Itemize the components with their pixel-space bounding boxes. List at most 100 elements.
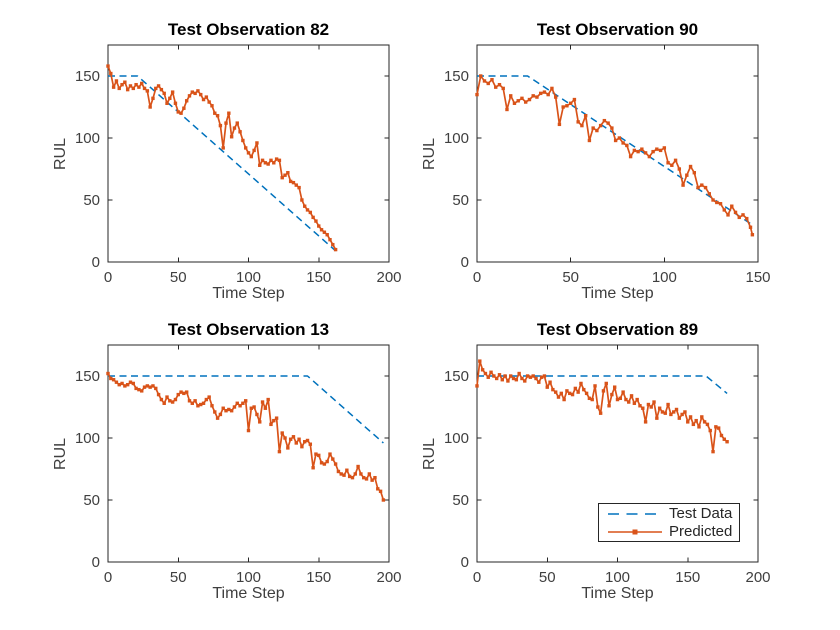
data-point-marker [331, 457, 335, 461]
data-point-marker [229, 135, 234, 139]
data-point-marker [184, 99, 189, 103]
data-point-marker [505, 107, 509, 112]
data-point-marker [218, 412, 223, 417]
data-point-marker [520, 376, 524, 381]
x-tick-label: 150 [306, 269, 331, 286]
subplot-test-observation-89: 0 50 100 150 200 0 50 100 150 [444, 344, 771, 586]
y-tick-label: 0 [461, 254, 469, 271]
data-point-marker [258, 420, 262, 424]
data-point-marker [142, 385, 147, 389]
data-point-marker [255, 141, 259, 145]
y-axis-label: RUL [52, 137, 69, 171]
data-point-marker [677, 416, 682, 420]
data-point-marker [692, 171, 697, 175]
data-point-marker [128, 84, 133, 88]
data-point-marker [486, 375, 490, 379]
data-point-marker [356, 464, 360, 469]
data-point-marker [148, 385, 152, 389]
data-point-marker [328, 452, 332, 456]
data-point-marker [297, 437, 301, 441]
subplot-test-observation-13: 0 50 100 150 200 0 50 100 150 [75, 344, 402, 586]
data-point-marker [131, 381, 135, 386]
data-point-marker [652, 400, 656, 404]
data-point-marker [274, 416, 279, 420]
data-point-marker [632, 401, 637, 405]
data-point-marker [628, 154, 633, 159]
data-point-marker [673, 158, 678, 163]
data-point-marker [378, 489, 383, 494]
data-point-marker [618, 396, 623, 401]
subplot-test-observation-82: 0 50 100 150 200 0 50 100 150 [75, 44, 402, 286]
data-point-marker [500, 378, 504, 382]
data-point-marker [117, 86, 121, 91]
data-point-marker [748, 225, 753, 229]
data-point-marker [596, 405, 600, 409]
data-point-marker [590, 397, 594, 402]
data-point-marker [154, 386, 158, 391]
subplot-title-89: Test Observation 89 [536, 320, 699, 339]
data-point-marker [688, 164, 693, 169]
data-point-marker [663, 411, 667, 415]
data-point-marker [213, 111, 217, 115]
data-point-marker [128, 380, 133, 384]
data-point-marker [288, 179, 293, 184]
data-point-marker [617, 136, 622, 140]
data-point-marker [686, 420, 690, 424]
data-point-marker [638, 404, 642, 408]
data-point-marker [606, 121, 610, 125]
data-point-marker [317, 224, 321, 228]
data-point-marker [632, 148, 637, 153]
data-point-marker [243, 146, 248, 150]
legend-label-test-data: Test Data [669, 505, 733, 522]
data-point-marker [700, 415, 704, 419]
data-point-marker [707, 192, 711, 196]
data-point-marker [336, 469, 341, 474]
data-point-marker [629, 394, 634, 398]
data-point-marker [715, 200, 719, 205]
data-point-marker [750, 233, 755, 237]
data-point-marker [576, 120, 580, 124]
data-point-marker [207, 100, 211, 104]
data-point-marker [722, 208, 726, 212]
data-point-marker [660, 410, 665, 414]
data-point-marker [593, 384, 597, 388]
data-point-marker [235, 401, 239, 405]
data-point-marker [137, 387, 141, 392]
data-point-marker [666, 402, 670, 407]
data-point-marker [688, 415, 693, 419]
data-point-marker [263, 161, 268, 165]
data-point-marker [201, 401, 206, 405]
data-point-marker [156, 84, 161, 88]
data-point-marker [339, 472, 343, 476]
data-point-marker [303, 204, 307, 208]
series-line-test-data [108, 375, 384, 444]
data-point-marker [134, 82, 138, 87]
data-point-marker [565, 389, 569, 393]
data-point-marker [479, 74, 483, 78]
axes-box [476, 44, 759, 263]
data-point-marker [297, 185, 301, 190]
data-point-marker [737, 215, 741, 220]
data-point-marker [246, 151, 251, 155]
data-point-marker [647, 154, 652, 159]
x-tick-label: 0 [473, 569, 481, 586]
data-point-marker [311, 466, 315, 470]
data-point-marker [347, 474, 352, 479]
data-point-marker [475, 384, 479, 388]
data-point-marker [627, 400, 631, 404]
x-tick-label: 150 [745, 269, 770, 286]
data-point-marker [711, 449, 715, 454]
data-point-marker [591, 126, 595, 130]
data-point-marker [266, 162, 270, 166]
x-tick-label: 100 [605, 569, 630, 586]
data-point-marker [635, 397, 639, 402]
data-point-marker [252, 148, 256, 153]
subplot-title-13: Test Observation 13 [167, 320, 330, 339]
data-point-marker [238, 404, 242, 408]
data-point-marker [524, 100, 528, 104]
data-point-marker [745, 216, 749, 221]
data-point-marker [232, 126, 237, 130]
data-point-marker [610, 392, 614, 397]
data-point-marker [550, 86, 554, 91]
data-point-marker [615, 397, 620, 402]
